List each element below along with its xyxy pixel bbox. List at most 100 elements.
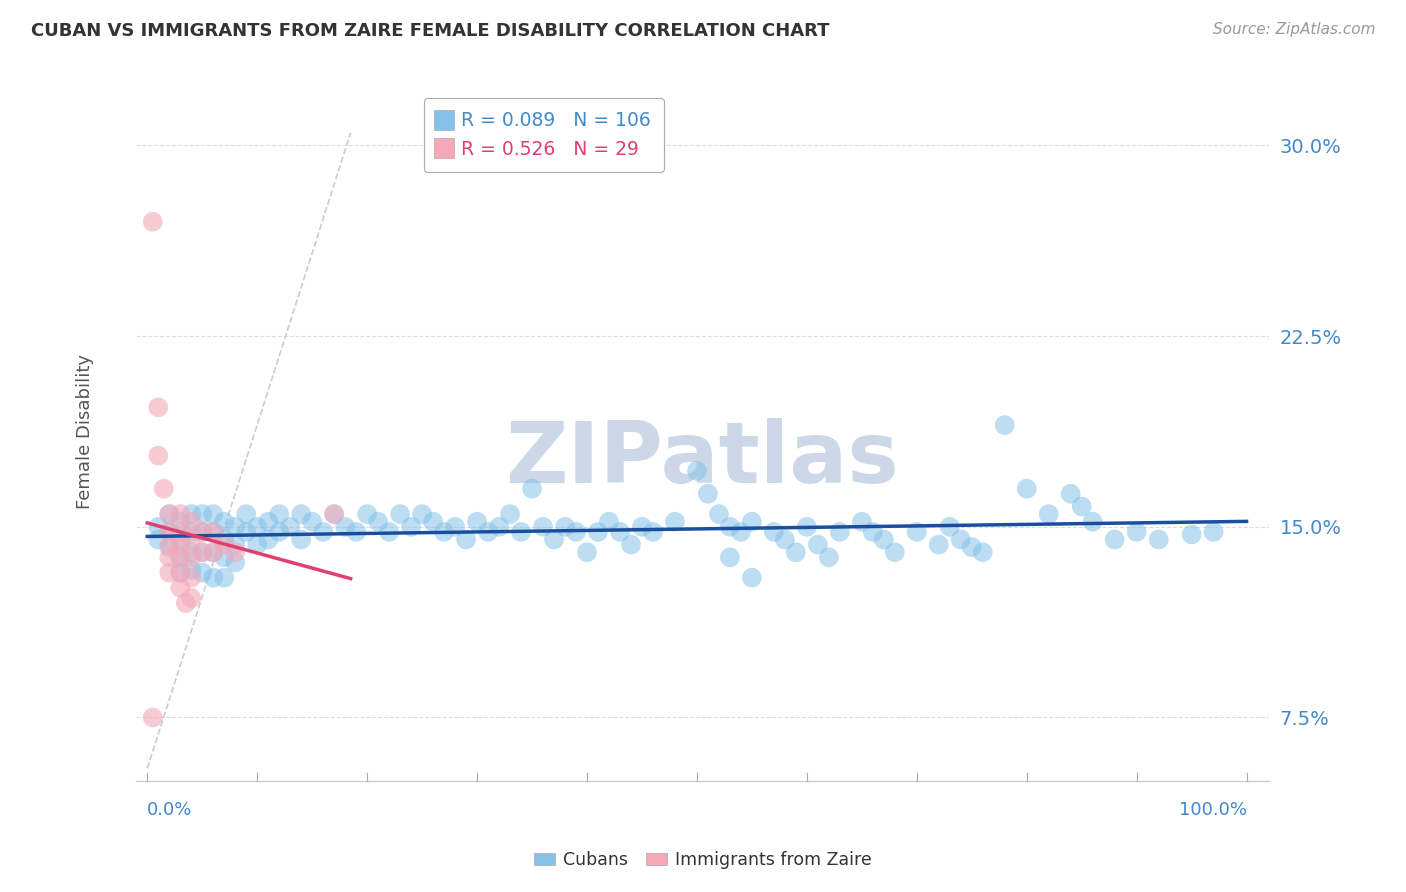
Point [994, 418, 1017, 433]
Point [620, 538, 643, 552]
Point [531, 520, 554, 534]
Point [499, 507, 522, 521]
Point [367, 515, 389, 529]
Point [939, 520, 962, 534]
Point [510, 524, 533, 539]
Point [1147, 533, 1170, 547]
Point [202, 507, 225, 521]
Point [180, 507, 202, 521]
Point [697, 487, 720, 501]
Point [235, 524, 257, 539]
Point [477, 524, 499, 539]
Point [191, 524, 214, 539]
Point [269, 507, 291, 521]
Point [312, 524, 335, 539]
Text: 0.0%: 0.0% [148, 801, 193, 820]
Point [762, 524, 785, 539]
Point [641, 524, 664, 539]
Point [180, 571, 202, 585]
Point [290, 533, 312, 547]
Point [818, 550, 841, 565]
Point [169, 566, 191, 580]
Point [152, 482, 174, 496]
Text: CUBAN VS IMMIGRANTS FROM ZAIRE FEMALE DISABILITY CORRELATION CHART: CUBAN VS IMMIGRANTS FROM ZAIRE FEMALE DI… [31, 22, 830, 40]
Point [785, 545, 807, 559]
Point [202, 545, 225, 559]
Point [269, 524, 291, 539]
Text: Female Disability: Female Disability [76, 354, 94, 509]
Point [873, 533, 896, 547]
Point [1015, 482, 1038, 496]
Point [323, 507, 346, 521]
Point [224, 555, 246, 569]
Point [730, 524, 752, 539]
Point [454, 533, 477, 547]
Point [157, 540, 180, 554]
Legend: Cubans, Immigrants from Zaire: Cubans, Immigrants from Zaire [527, 845, 879, 876]
Point [741, 515, 763, 529]
Point [718, 550, 741, 565]
Point [224, 545, 246, 559]
Point [157, 524, 180, 539]
Point [157, 550, 180, 565]
Point [828, 524, 851, 539]
Point [169, 524, 191, 539]
Point [1070, 500, 1092, 514]
Point [142, 710, 165, 724]
Point [169, 566, 191, 580]
Point [399, 520, 422, 534]
Point [520, 482, 543, 496]
Point [344, 524, 367, 539]
Point [928, 538, 950, 552]
Text: ZIPatlas: ZIPatlas [506, 418, 900, 501]
Point [191, 545, 214, 559]
Point [949, 533, 972, 547]
Point [148, 449, 170, 463]
Point [1060, 487, 1083, 501]
Point [301, 515, 323, 529]
Point [191, 524, 214, 539]
Point [686, 464, 709, 478]
Point [157, 538, 180, 552]
Point [157, 566, 180, 580]
Point [718, 520, 741, 534]
Point [631, 520, 654, 534]
Point [180, 545, 202, 559]
Point [960, 540, 983, 554]
Point [465, 515, 488, 529]
Point [180, 591, 202, 605]
Point [202, 545, 225, 559]
Point [323, 507, 346, 521]
Point [212, 515, 235, 529]
Point [411, 507, 433, 521]
Point [157, 507, 180, 521]
Point [554, 520, 576, 534]
Point [972, 545, 994, 559]
Point [202, 571, 225, 585]
Point [586, 524, 609, 539]
Point [278, 520, 301, 534]
Point [212, 538, 235, 552]
Point [576, 545, 599, 559]
Point [212, 550, 235, 565]
Point [148, 401, 170, 415]
Point [333, 520, 356, 534]
Point [378, 524, 401, 539]
Legend: R = 0.089   N = 106, R = 0.526   N = 29: R = 0.089 N = 106, R = 0.526 N = 29 [423, 98, 664, 172]
Point [212, 533, 235, 547]
Point [807, 538, 830, 552]
Point [157, 507, 180, 521]
Point [862, 524, 884, 539]
Point [356, 507, 378, 521]
Point [565, 524, 588, 539]
Point [257, 515, 280, 529]
Point [191, 566, 214, 580]
Point [169, 515, 191, 529]
Point [212, 571, 235, 585]
Point [422, 515, 444, 529]
Point [148, 520, 170, 534]
Point [169, 507, 191, 521]
Point [142, 215, 165, 229]
Point [180, 533, 202, 547]
Point [444, 520, 467, 534]
